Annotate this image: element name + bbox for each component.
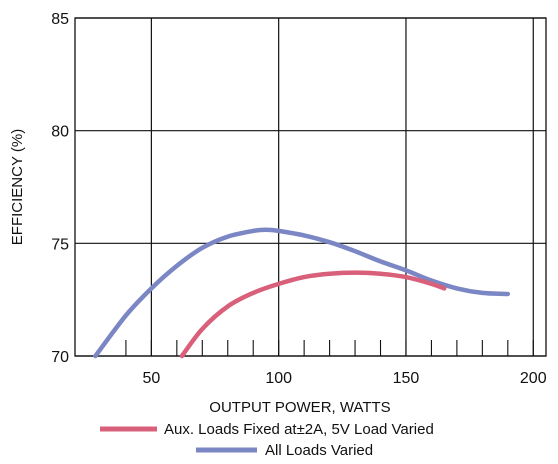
x-tick-label: 50 [142, 370, 160, 387]
x-tick-labels: 50 100 150 200 [142, 370, 546, 387]
y-tick-label: 70 [51, 349, 69, 366]
legend-label-all-loads-varied: All Loads Varied [265, 442, 373, 459]
x-tick-label: 100 [265, 370, 292, 387]
x-tick-label: 150 [393, 370, 420, 387]
legend-label-aux-loads-fixed: Aux. Loads Fixed at±2A, 5V Load Varied [164, 421, 434, 438]
plot-frame [74, 17, 547, 357]
y-tick-label: 75 [51, 236, 69, 253]
y-tick-labels: 70 75 80 85 [51, 11, 69, 366]
x-axis-label: OUTPUT POWER, WATTS [209, 399, 390, 416]
x-tick-label: 200 [520, 370, 547, 387]
y-tick-label: 85 [51, 11, 69, 28]
y-tick-label: 80 [51, 124, 69, 141]
series-lines [93, 227, 511, 359]
legend: Aux. Loads Fixed at±2A, 5V Load Varied A… [100, 421, 434, 459]
grid-lines [75, 17, 546, 357]
legend-item-all-loads-varied: All Loads Varied [196, 442, 373, 459]
y-axis-label: EFFICIENCY (%) [9, 129, 26, 245]
series-line-aux-loads-fixed [179, 270, 447, 359]
series-line-all-loads-varied [93, 227, 511, 359]
legend-item-aux-loads-fixed: Aux. Loads Fixed at±2A, 5V Load Varied [100, 421, 434, 438]
x-minor-ticks [125, 340, 534, 356]
